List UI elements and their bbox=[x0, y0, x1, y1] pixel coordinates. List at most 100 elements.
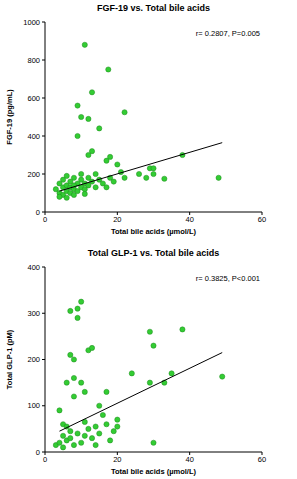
point bbox=[104, 389, 109, 394]
point bbox=[89, 345, 94, 350]
point bbox=[75, 133, 80, 138]
x-tick-label: 60 bbox=[258, 215, 266, 224]
point bbox=[71, 357, 76, 362]
point bbox=[106, 67, 111, 72]
figure: FGF-19 vs. Total bile acids Total bile ac… bbox=[0, 0, 297, 479]
x-axis-label: Total bile acids (µmol/L) bbox=[111, 467, 197, 476]
point bbox=[115, 424, 120, 429]
y-tick-label: 1000 bbox=[23, 18, 40, 27]
x-axis bbox=[45, 212, 262, 213]
y-tick-label: 200 bbox=[27, 355, 40, 364]
point bbox=[64, 195, 69, 200]
point bbox=[68, 436, 73, 441]
point bbox=[89, 436, 94, 441]
y-tick bbox=[42, 212, 45, 213]
point bbox=[71, 442, 76, 447]
point bbox=[111, 179, 116, 184]
x-tick-label: 40 bbox=[185, 215, 193, 224]
chart-1: Total GLP-1 vs. Total bile acids Total bi… bbox=[5, 248, 266, 476]
y-tick-label: 300 bbox=[27, 309, 40, 318]
point bbox=[104, 185, 109, 190]
point bbox=[97, 431, 102, 436]
plot-area bbox=[53, 299, 225, 450]
chart-0: FGF-19 vs. Total bile acids Total bile ac… bbox=[5, 3, 266, 236]
point bbox=[93, 442, 98, 447]
y-tick bbox=[42, 174, 45, 175]
x-axis bbox=[45, 452, 262, 453]
point bbox=[104, 422, 109, 427]
x-tick-label: 0 bbox=[43, 455, 47, 464]
point bbox=[129, 371, 134, 376]
y-tick bbox=[42, 313, 45, 314]
point bbox=[147, 380, 152, 385]
point bbox=[93, 185, 98, 190]
point bbox=[75, 315, 80, 320]
point bbox=[57, 440, 62, 445]
point bbox=[169, 371, 174, 376]
y-tick bbox=[42, 22, 45, 23]
point bbox=[57, 194, 62, 199]
point bbox=[71, 175, 76, 180]
point bbox=[82, 42, 87, 47]
point bbox=[216, 175, 221, 180]
point bbox=[147, 329, 152, 334]
y-axis bbox=[45, 22, 46, 212]
y-tick bbox=[42, 267, 45, 268]
y-tick bbox=[42, 359, 45, 360]
y-tick bbox=[42, 452, 45, 453]
x-tick-label: 40 bbox=[185, 455, 193, 464]
point bbox=[79, 440, 84, 445]
point bbox=[60, 445, 65, 450]
x-tick-label: 20 bbox=[113, 215, 121, 224]
point bbox=[82, 191, 87, 196]
point bbox=[93, 424, 98, 429]
point bbox=[79, 380, 84, 385]
title: Total GLP-1 vs. Total bile acids bbox=[88, 248, 220, 258]
point bbox=[115, 417, 120, 422]
point bbox=[108, 154, 113, 159]
y-tick-label: 400 bbox=[27, 263, 40, 272]
y-tick bbox=[42, 136, 45, 137]
point bbox=[89, 149, 94, 154]
point bbox=[71, 375, 76, 380]
point bbox=[108, 438, 113, 443]
point bbox=[220, 374, 225, 379]
x-axis-label: Total bile acids (µmol/L) bbox=[111, 227, 197, 236]
y-tick-label: 800 bbox=[27, 56, 40, 65]
trend-line bbox=[59, 143, 222, 191]
point bbox=[180, 327, 185, 332]
point bbox=[68, 429, 73, 434]
point bbox=[151, 343, 156, 348]
x-tick-label: 60 bbox=[258, 455, 266, 464]
point bbox=[75, 306, 80, 311]
point bbox=[93, 171, 98, 176]
y-tick-label: 600 bbox=[27, 94, 40, 103]
point bbox=[162, 176, 167, 181]
point bbox=[86, 116, 91, 121]
x-tick-label: 20 bbox=[113, 455, 121, 464]
point bbox=[60, 433, 65, 438]
y-tick bbox=[42, 60, 45, 61]
y-tick-label: 0 bbox=[36, 208, 40, 217]
y-tick-label: 0 bbox=[36, 448, 40, 457]
plot-area bbox=[53, 42, 222, 200]
point bbox=[115, 162, 120, 167]
point bbox=[64, 380, 69, 385]
point bbox=[97, 403, 102, 408]
point bbox=[122, 110, 127, 115]
y-tick-label: 200 bbox=[27, 170, 40, 179]
point bbox=[151, 440, 156, 445]
point bbox=[68, 308, 73, 313]
point bbox=[79, 114, 84, 119]
point bbox=[144, 175, 149, 180]
x-tick-label: 0 bbox=[43, 215, 47, 224]
title: FGF-19 vs. Total bile acids bbox=[97, 3, 210, 13]
point bbox=[97, 126, 102, 131]
point bbox=[71, 394, 76, 399]
point bbox=[68, 352, 73, 357]
annotation: r= 0.2807, P=0.005 bbox=[196, 29, 260, 38]
point bbox=[79, 171, 84, 176]
y-tick-label: 400 bbox=[27, 132, 40, 141]
y-axis-label: FGF-19 (pg/mL) bbox=[5, 89, 14, 145]
point bbox=[86, 426, 91, 431]
